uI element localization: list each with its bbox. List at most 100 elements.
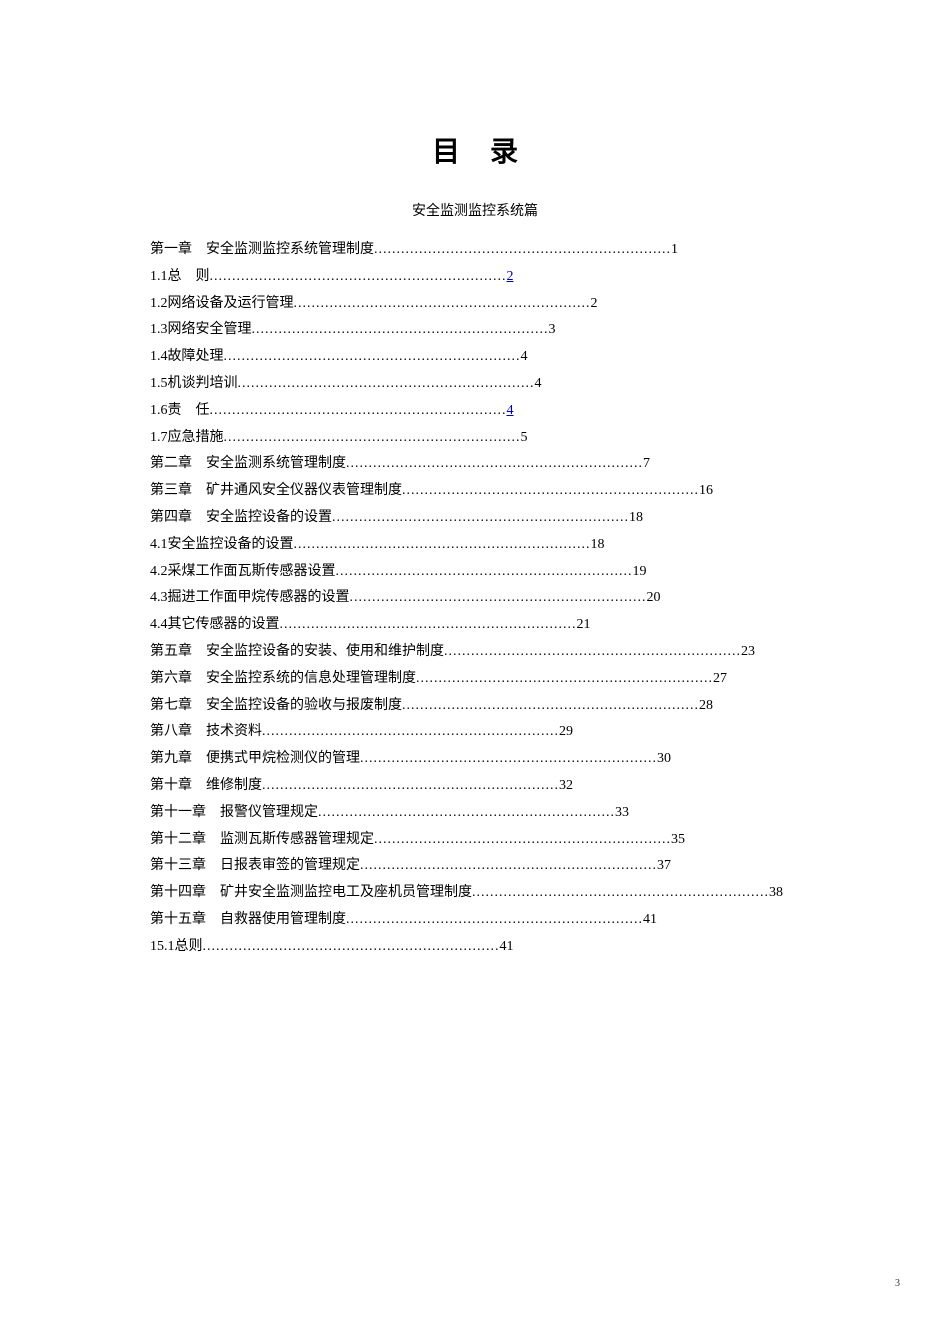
toc-entry-label: 1.7应急措施	[150, 426, 224, 450]
toc-entry: 第十三章 日报表审签的管理规定.........................…	[150, 854, 800, 878]
toc-entry: 4.3掘进工作面甲烷传感器的设置 .......................…	[150, 586, 800, 610]
toc-entry-leader: ........................................…	[336, 560, 633, 584]
toc-entry: 4.1安全监控设备的设置 ...........................…	[150, 533, 800, 557]
page-number: 3	[895, 1278, 900, 1289]
toc-entry: 1.2网络设备及运行管理 ...........................…	[150, 292, 800, 316]
toc-entry-leader: ........................................…	[402, 479, 699, 503]
toc-entry-leader: ........................................…	[444, 640, 741, 664]
toc-entry-page: 41	[643, 908, 657, 932]
toc-entry-leader: ........................................…	[280, 613, 577, 637]
toc-entry-label: 4.2采煤工作面瓦斯传感器设置	[150, 560, 336, 584]
toc-entry: 第三章 矿井通风安全仪器仪表管理制度......................…	[150, 479, 800, 503]
toc-entry-leader: ........................................…	[332, 506, 629, 530]
toc-entry-leader: ........................................…	[262, 720, 559, 744]
toc-entry-label: 1.4故障处理	[150, 345, 224, 369]
toc-entry-leader: ........................................…	[374, 238, 671, 262]
toc-entry-label: 第三章 矿井通风安全仪器仪表管理制度	[150, 479, 402, 503]
toc-entry-page: 21	[577, 613, 591, 637]
toc-entry-label: 4.4其它传感器的设置	[150, 613, 280, 637]
toc-entry-leader: ........................................…	[346, 908, 643, 932]
toc-entry-page: 35	[671, 828, 685, 852]
toc-entry-leader: ........................................…	[360, 854, 657, 878]
toc-entry-label: 第六章 安全监控系统的信息处理管理制度	[150, 667, 416, 691]
toc-entry-label: 1.3网络安全管理	[150, 318, 252, 342]
toc-entry-leader: ........................................…	[360, 747, 657, 771]
toc-entry-page: 4	[535, 372, 542, 396]
toc-entry-page: 29	[559, 720, 573, 744]
toc-entry-leader: ........................................…	[224, 345, 521, 369]
toc-entry-page: 23	[741, 640, 755, 664]
toc-entry-label: 第五章 安全监控设备的安装、使用和维护制度	[150, 640, 444, 664]
toc-entry-leader: ........................................…	[210, 399, 507, 423]
toc-entry: 1.4故障处理 ................................…	[150, 345, 800, 369]
toc-entry-page: 3	[549, 318, 556, 342]
toc-entry-label: 第八章 技术资料	[150, 720, 262, 744]
toc-entry-label: 第十二章 监测瓦斯传感器管理规定	[150, 828, 374, 852]
toc-title: 目录	[150, 130, 800, 170]
toc-entry-label: 第十章 维修制度	[150, 774, 262, 798]
toc-entry: 第六章 安全监控系统的信息处理管理制度.....................…	[150, 667, 800, 691]
toc-entry-page: 18	[591, 533, 605, 557]
toc-entry-page: 30	[657, 747, 671, 771]
toc-entry-leader: ........................................…	[402, 694, 699, 718]
toc-entry-leader: ........................................…	[262, 774, 559, 798]
toc-entry-label: 第七章 安全监控设备的验收与报废制度	[150, 694, 402, 718]
toc-entry-leader: ........................................…	[238, 372, 535, 396]
toc-entry-label: 第十四章 矿井安全监测监控电工及座机员管理制度	[150, 881, 472, 905]
toc-entry-page: 38	[769, 881, 783, 905]
toc-entry: 1.7应急措施 ................................…	[150, 426, 800, 450]
toc-entry-leader: ........................................…	[294, 292, 591, 316]
toc-entry-page: 2	[591, 292, 598, 316]
toc-entry-label: 1.5机谈判培训	[150, 372, 238, 396]
toc-entry-label: 4.3掘进工作面甲烷传感器的设置	[150, 586, 350, 610]
toc-entry-page: 33	[615, 801, 629, 825]
toc-entry: 第五章 安全监控设备的安装、使用和维护制度...................…	[150, 640, 800, 664]
toc-entry-label: 第一章 安全监测监控系统管理制度	[150, 238, 374, 262]
toc-entry-label: 第九章 便携式甲烷检测仪的管理	[150, 747, 360, 771]
toc-entry-label: 15.1总则	[150, 935, 203, 959]
toc-entry: 第八章 技术资料................................…	[150, 720, 800, 744]
toc-entry-leader: ........................................…	[294, 533, 591, 557]
toc-entry: 第十章 维修制度................................…	[150, 774, 800, 798]
toc-entry-page: 4	[521, 345, 528, 369]
toc-entry-leader: ........................................…	[346, 452, 643, 476]
toc-entry-page: 5	[521, 426, 528, 450]
toc-entry-page: 20	[647, 586, 661, 610]
toc-entry-label: 1.6责 任	[150, 399, 210, 423]
toc-entry: 1.1总 则..................................…	[150, 265, 800, 289]
toc-list: 第一章 安全监测监控系统管理制度........................…	[150, 238, 800, 959]
toc-entry-label: 1.1总 则	[150, 265, 210, 289]
toc-entry-label: 4.1安全监控设备的设置	[150, 533, 294, 557]
toc-entry-page[interactable]: 4	[507, 399, 514, 423]
toc-entry: 1.3网络安全管理 ..............................…	[150, 318, 800, 342]
toc-entry: 第七章 安全监控设备的验收与报废制度......................…	[150, 694, 800, 718]
toc-entry-page: 37	[657, 854, 671, 878]
toc-entry: 第一章 安全监测监控系统管理制度........................…	[150, 238, 800, 262]
toc-entry-page[interactable]: 2	[507, 265, 514, 289]
toc-entry-page: 28	[699, 694, 713, 718]
toc-entry-leader: ........................................…	[203, 935, 500, 959]
toc-entry-leader: ........................................…	[252, 318, 549, 342]
toc-entry-leader: ........................................…	[416, 667, 713, 691]
toc-entry: 第十二章 监测瓦斯传感器管理规定........................…	[150, 828, 800, 852]
toc-entry: 4.4其它传感器的设置 ............................…	[150, 613, 800, 637]
toc-entry-leader: ........................................…	[318, 801, 615, 825]
toc-entry-label: 第十五章 自救器使用管理制度	[150, 908, 346, 932]
toc-entry: 15.1总则 .................................…	[150, 935, 800, 959]
document-page: 目录 安全监测监控系统篇 第一章 安全监测监控系统管理制度...........…	[0, 0, 950, 1012]
toc-entry-leader: ........................................…	[374, 828, 671, 852]
toc-entry: 第九章 便携式甲烷检测仪的管理.........................…	[150, 747, 800, 771]
toc-entry: 第十四章 矿井安全监测监控电工及座机员管理制度.................…	[150, 881, 800, 905]
toc-subtitle: 安全监测监控系统篇	[150, 200, 800, 220]
toc-entry: 第四章 安全监控设备的设置...........................…	[150, 506, 800, 530]
toc-entry: 1.6责 任..................................…	[150, 399, 800, 423]
toc-entry-label: 第二章 安全监测系统管理制度	[150, 452, 346, 476]
toc-entry-page: 32	[559, 774, 573, 798]
toc-entry-page: 19	[633, 560, 647, 584]
toc-entry-page: 41	[500, 935, 514, 959]
toc-entry-page: 7	[643, 452, 650, 476]
toc-entry-leader: ........................................…	[472, 881, 769, 905]
toc-entry: 1.5机谈判培训 ...............................…	[150, 372, 800, 396]
toc-entry-page: 16	[699, 479, 713, 503]
toc-entry-page: 18	[629, 506, 643, 530]
